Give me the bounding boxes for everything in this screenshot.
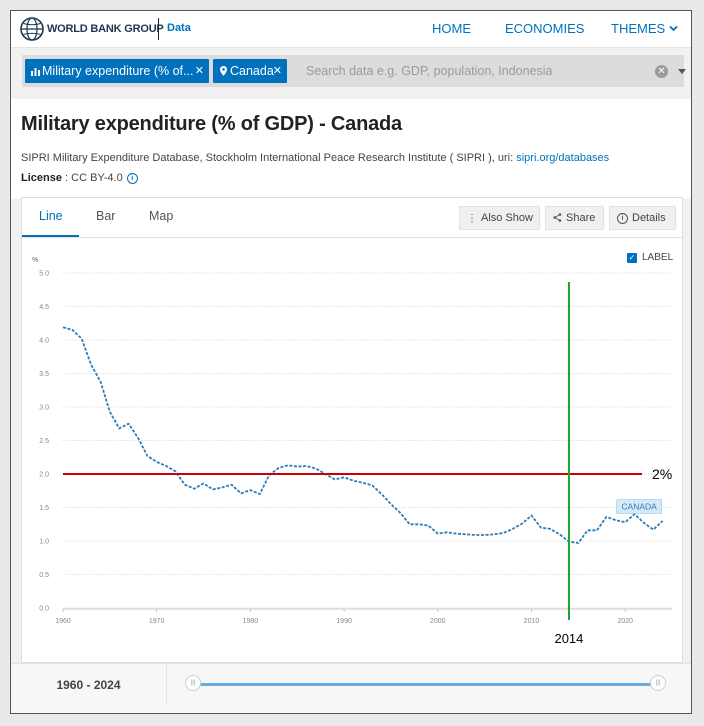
active-tab-indicator xyxy=(22,235,79,237)
y-tick-label: 0.5 xyxy=(39,572,49,579)
close-icon[interactable]: ✕ xyxy=(272,65,282,77)
range-start: 1960 xyxy=(56,678,84,692)
range-slider-track[interactable] xyxy=(191,683,657,686)
dropdown-caret-icon[interactable] xyxy=(678,69,686,74)
x-tick-label: 1970 xyxy=(149,618,165,625)
x-tick-label: 1990 xyxy=(336,618,352,625)
line-chart: % 0.0 0.5 1.0 1.5 2.0 2.5 3.0 3.5 4.0 4.5 5.0 1960 19… xyxy=(32,257,672,646)
search-input[interactable]: Search data e.g. GDP, population, Indone… xyxy=(306,64,553,78)
tab-map[interactable]: Map xyxy=(149,209,174,223)
share-button[interactable]: Share xyxy=(545,206,604,230)
bar-chart-icon xyxy=(31,68,40,76)
series-label: CANADA xyxy=(621,502,657,512)
top-navigation: WORLD BANK GROUP Data HOME ECONOMIES THE… xyxy=(11,11,691,48)
logo-divider xyxy=(158,18,159,40)
year-range-label: 1960 - 2024 xyxy=(11,664,167,704)
close-icon[interactable]: ✕ xyxy=(194,65,204,77)
y-tick-label: 0.0 xyxy=(39,606,49,613)
source-link[interactable]: sipri.org/databases xyxy=(516,152,610,164)
y-tick-label: 2.5 xyxy=(39,438,49,445)
range-slider-end-handle[interactable]: ||| xyxy=(650,675,666,691)
more-vertical-icon: ⋮ xyxy=(467,213,477,224)
year-range-bar: 1960 - 2024 ||| ||| xyxy=(11,663,691,713)
x-tick-label: 1960 xyxy=(55,618,71,625)
label-toggle[interactable]: ✓ LABEL xyxy=(627,252,673,263)
y-axis-unit: % xyxy=(32,257,38,264)
nav-themes[interactable]: THEMES xyxy=(611,21,678,36)
share-label: Share xyxy=(566,212,596,224)
search-bar[interactable]: Military expenditure (% of... ✕ Canada ✕… xyxy=(22,55,686,87)
brand-name: WORLD BANK GROUP xyxy=(47,23,164,35)
chevron-down-icon xyxy=(669,25,678,32)
threshold-label: 2% xyxy=(652,466,672,482)
tab-bar[interactable]: Bar xyxy=(96,209,116,223)
range-end: 2024 xyxy=(93,678,121,692)
series-line-canada xyxy=(62,326,664,544)
share-icon xyxy=(553,213,562,222)
nav-economies[interactable]: ECONOMIES xyxy=(505,21,585,36)
source-line: SIPRI Military Expenditure Database, Sto… xyxy=(21,152,609,164)
also-show-label: Also Show xyxy=(481,212,533,224)
x-tick-label: 2000 xyxy=(430,618,446,625)
series-label-box xyxy=(616,499,662,514)
x-tick-label: 2020 xyxy=(617,618,633,625)
chart-tabs: Line Bar Map ⋮ Also Show Share i Details xyxy=(22,198,682,238)
license-label: License xyxy=(21,172,62,184)
app-frame: WORLD BANK GROUP Data HOME ECONOMIES THE… xyxy=(10,10,692,714)
section-label[interactable]: Data xyxy=(167,22,191,34)
y-tick-label: 1.0 xyxy=(39,539,49,546)
y-tick-label: 3.0 xyxy=(39,405,49,412)
country-chip-label: Canada xyxy=(230,64,274,78)
checkbox-checked-icon: ✓ xyxy=(627,252,637,263)
license-line: License : CC BY-4.0 i xyxy=(21,172,138,184)
y-tick-label: 3.5 xyxy=(39,371,49,378)
country-chip[interactable]: Canada ✕ xyxy=(213,59,287,83)
license-value: : CC BY-4.0 xyxy=(61,172,123,184)
info-icon: i xyxy=(617,213,628,224)
world-bank-logo[interactable]: WORLD BANK GROUP xyxy=(20,17,164,41)
details-button[interactable]: i Details xyxy=(609,206,676,230)
year-marker-label: 2014 xyxy=(554,631,583,646)
source-text: SIPRI Military Expenditure Database, Sto… xyxy=(21,152,517,164)
info-icon[interactable]: i xyxy=(126,173,138,184)
x-tick-label: 2010 xyxy=(524,618,540,625)
y-tick-label: 5.0 xyxy=(39,271,49,278)
indicator-header: Military expenditure (% of GDP) - Canada… xyxy=(11,99,691,199)
indicator-chip[interactable]: Military expenditure (% of... ✕ xyxy=(25,59,209,83)
label-toggle-text: LABEL xyxy=(642,252,674,263)
page-title: Military expenditure (% of GDP) - Canada xyxy=(21,113,402,135)
also-show-button[interactable]: ⋮ Also Show xyxy=(459,206,540,230)
y-tick-label: 4.0 xyxy=(39,338,49,345)
chart-card: Line Bar Map ⋮ Also Show Share i Details ✓… xyxy=(21,197,683,663)
x-tick-label: 1980 xyxy=(243,618,259,625)
nav-home[interactable]: HOME xyxy=(432,21,471,36)
details-label: Details xyxy=(632,212,666,224)
map-pin-icon xyxy=(220,66,227,76)
range-slider-start-handle[interactable]: ||| xyxy=(185,675,201,691)
y-tick-label: 4.5 xyxy=(39,304,49,311)
clear-search-icon[interactable]: ✕ xyxy=(655,65,668,78)
indicator-chip-label: Military expenditure (% of... xyxy=(42,64,194,78)
nav-themes-label: THEMES xyxy=(611,21,666,36)
y-tick-label: 1.5 xyxy=(39,505,49,512)
tab-line[interactable]: Line xyxy=(39,209,63,223)
globe-icon xyxy=(20,17,44,41)
y-tick-label: 2.0 xyxy=(39,472,49,479)
